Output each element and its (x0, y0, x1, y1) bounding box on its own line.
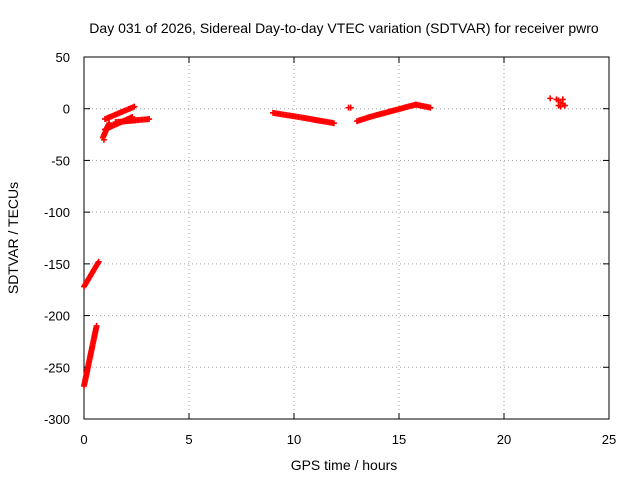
x-tick-label: 10 (287, 432, 301, 447)
y-tick-label: 50 (56, 50, 70, 65)
y-tick-label: -250 (44, 360, 70, 375)
data-points (81, 95, 568, 389)
x-tick-label: 5 (185, 432, 192, 447)
data-point (561, 102, 568, 109)
y-tick-label: -300 (44, 412, 70, 427)
y-axis-label: SDTVAR / TECUs (5, 182, 21, 294)
y-axis: -300 -250 -200 -150 -100 -50 0 50 (44, 50, 609, 427)
x-tick-label: 20 (497, 432, 511, 447)
plot-frame (83, 56, 610, 420)
data-point (100, 136, 107, 143)
data-point (347, 104, 354, 111)
data-point (330, 120, 337, 127)
data-point (131, 103, 138, 110)
x-axis-label: GPS time / hours (291, 457, 398, 473)
y-tick-label: -100 (44, 205, 70, 220)
grid (84, 57, 609, 419)
x-axis: 0 5 10 15 20 25 (80, 57, 616, 447)
x-tick-label: 0 (80, 432, 87, 447)
chart-title: Day 031 of 2026, Sidereal Day-to-day VTE… (89, 20, 599, 36)
x-tick-label: 25 (602, 432, 616, 447)
y-tick-label: 0 (63, 102, 70, 117)
data-point (95, 258, 102, 265)
data-point (93, 322, 100, 329)
data-point (146, 116, 153, 123)
x-tick-label: 15 (392, 432, 406, 447)
y-tick-label: -50 (51, 153, 70, 168)
data-point (427, 104, 434, 111)
data-point (547, 95, 554, 102)
data-point (557, 103, 564, 110)
y-tick-label: -150 (44, 257, 70, 272)
y-tick-label: -200 (44, 309, 70, 324)
